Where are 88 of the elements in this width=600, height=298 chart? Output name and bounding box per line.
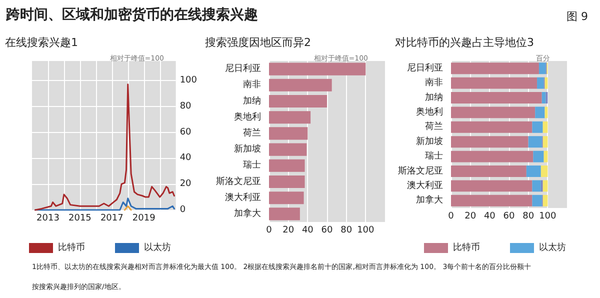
y-tick-label: 尼日利亚 <box>225 63 261 74</box>
y-tick-label: 80 <box>180 101 192 112</box>
bar <box>532 194 542 206</box>
x-tick-label: 2013 <box>36 214 60 224</box>
bar <box>542 121 548 133</box>
bar <box>544 150 548 162</box>
bar <box>542 136 548 148</box>
y-tick-label: 加纳 <box>243 95 261 106</box>
x-tick-label: 80 <box>522 212 534 222</box>
x-tick-label: 60 <box>321 226 333 236</box>
y-tick-label: 新加坡 <box>234 144 261 155</box>
x-tick-label: 80 <box>340 226 352 236</box>
legend-label: 以太坊 <box>144 242 171 253</box>
bar <box>532 121 543 133</box>
y-tick-label: 20 <box>180 179 192 190</box>
bar <box>269 143 307 156</box>
bar <box>542 92 546 104</box>
bar <box>451 166 526 177</box>
y-tick-label: 奥地利 <box>234 111 261 122</box>
y-tick-label: 40 <box>180 153 192 164</box>
legend-label: 比特币 <box>58 242 85 253</box>
y-tick-label: 尼日利亚 <box>407 62 443 74</box>
bar <box>269 78 332 92</box>
bar <box>451 194 532 206</box>
bar <box>451 121 532 133</box>
caption: 图 9 <box>566 9 588 24</box>
line-series <box>34 84 175 211</box>
bar <box>269 127 308 140</box>
bar <box>542 180 548 192</box>
y-tick-label: 奥地利 <box>416 106 443 118</box>
bar <box>451 136 528 148</box>
bar <box>451 92 542 104</box>
bar <box>269 111 311 124</box>
x-tick-label: 2015 <box>68 214 92 224</box>
x-tick-label: 20 <box>464 212 476 222</box>
bar <box>269 62 366 76</box>
bar <box>526 166 541 177</box>
bar <box>451 150 534 162</box>
legend-label: 比特币 <box>453 242 480 253</box>
y-tick-label: 加拿大 <box>234 208 261 219</box>
bar <box>451 77 538 89</box>
legend-label: 以太坊 <box>539 242 566 253</box>
bar <box>451 180 532 192</box>
x-tick-label: 0 <box>266 226 272 236</box>
x-tick-label: 100 <box>539 212 557 222</box>
y-tick-label: 60 <box>180 127 192 138</box>
x-tick-label: 2017 <box>100 214 124 224</box>
y-tick-label: 斯洛文尼亚 <box>216 176 261 187</box>
y-tick-label: 荷兰 <box>243 127 261 138</box>
y-tick-label: 澳大利亚 <box>225 192 261 203</box>
bar <box>269 175 305 188</box>
bar <box>542 194 548 206</box>
bar <box>535 106 545 118</box>
bar <box>269 94 327 108</box>
bar <box>269 208 300 220</box>
bar <box>540 166 548 177</box>
y-tick-label: 斯洛文尼亚 <box>398 165 443 176</box>
x-tick-label: 40 <box>302 226 314 236</box>
y-tick-label: 加纳 <box>425 92 443 103</box>
bar <box>451 62 539 74</box>
y-tick-label: 加拿大 <box>416 194 443 206</box>
bar <box>451 106 536 118</box>
x-tick-label: 0 <box>448 212 454 222</box>
bar <box>538 62 546 74</box>
bar <box>537 77 544 89</box>
bar <box>269 192 304 204</box>
y-tick-label: 0 <box>180 205 186 215</box>
x-tick-label: 40 <box>484 212 496 222</box>
x-tick-label: 60 <box>503 212 515 222</box>
chart-title: 搜索强度因地区而异2 <box>205 36 311 49</box>
bar <box>533 150 544 162</box>
x-tick-label: 100 <box>357 226 375 236</box>
bar <box>269 159 305 172</box>
bar <box>532 180 541 192</box>
y-tick-label: 新加坡 <box>416 136 443 147</box>
y-tick-label: 南非 <box>243 79 261 90</box>
y-tick-label: 南非 <box>425 77 443 88</box>
y-tick-label: 荷兰 <box>425 121 443 132</box>
text: 跨时间、区域和加密货币的在线搜索兴趣 <box>6 6 258 24</box>
chart-title: 对比特币的兴趣占主导地位3 <box>395 36 534 49</box>
chart-title: 在线搜索兴趣1 <box>5 36 78 49</box>
x-tick-label: 2019 <box>132 214 156 224</box>
y-tick-label: 瑞士 <box>425 150 443 162</box>
x-tick-label: 20 <box>282 226 294 236</box>
y-tick-label: 100 <box>180 75 198 86</box>
bar <box>528 136 542 148</box>
y-tick-label: 澳大利亚 <box>407 180 443 191</box>
y-tick-label: 瑞士 <box>243 160 261 171</box>
